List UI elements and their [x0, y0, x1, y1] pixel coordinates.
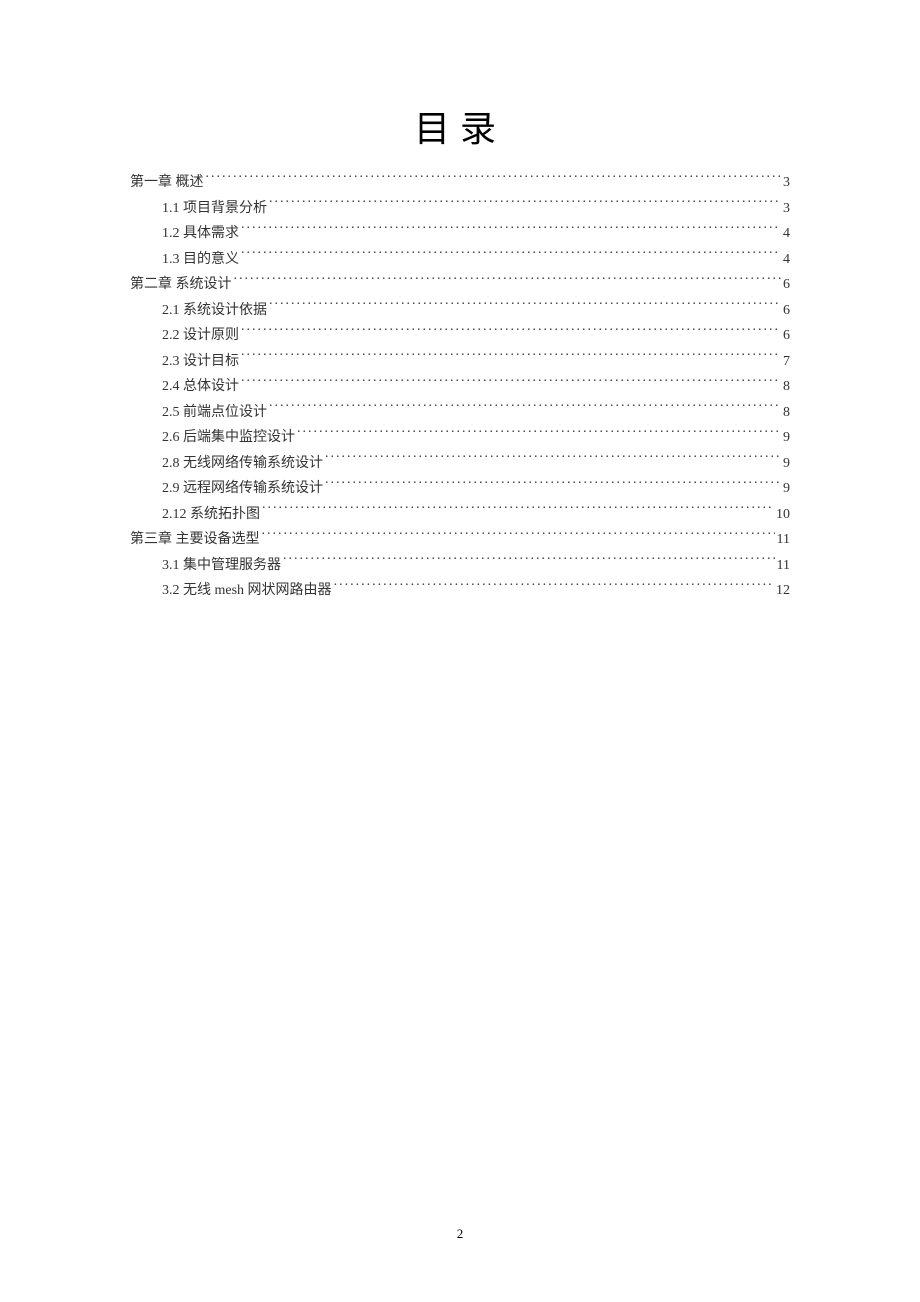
toc-leader-dots	[241, 249, 781, 263]
toc-entry: 2.2 设计原则 6	[130, 323, 790, 349]
toc-entry: 2.3 设计目标 7	[130, 349, 790, 375]
toc-entry-label: 1.1 项目背景分析	[162, 196, 267, 222]
toc-leader-dots	[334, 580, 774, 594]
toc-entry-page: 6	[783, 298, 790, 324]
toc-entry: 2.8 无线网络传输系统设计 9	[130, 451, 790, 477]
toc-leader-dots	[283, 555, 775, 569]
toc-entry-label: 第一章 概述	[130, 170, 204, 196]
toc-entry-page: 11	[777, 553, 790, 579]
toc-entry: 2.12 系统拓扑图 10	[130, 502, 790, 528]
toc-entry-label: 2.8 无线网络传输系统设计	[162, 451, 323, 477]
toc-entry-label: 2.5 前端点位设计	[162, 400, 267, 426]
toc-leader-dots	[234, 274, 782, 288]
toc-title: 目录	[130, 100, 790, 152]
toc-entry-page: 8	[783, 400, 790, 426]
toc-leader-dots	[269, 402, 781, 416]
toc-leader-dots	[262, 504, 774, 518]
toc-entry-label: 2.3 设计目标	[162, 349, 239, 375]
toc-list: 第一章 概述31.1 项目背景分析31.2 具体需求41.3 目的意义4第二章 …	[130, 170, 790, 604]
toc-entry-label: 2.1 系统设计依据	[162, 298, 267, 324]
toc-entry: 2.4 总体设计 8	[130, 374, 790, 400]
toc-entry-page: 8	[783, 374, 790, 400]
toc-entry-page: 4	[783, 221, 790, 247]
toc-entry-page: 12	[776, 578, 790, 604]
toc-entry: 3.1 集中管理服务器 11	[130, 553, 790, 579]
page-number: 2	[0, 1226, 920, 1242]
toc-entry-page: 6	[783, 272, 790, 298]
toc-entry-label: 第三章 主要设备选型	[130, 527, 260, 553]
toc-leader-dots	[325, 453, 781, 467]
toc-leader-dots	[241, 351, 781, 365]
toc-entry-label: 3.1 集中管理服务器	[162, 553, 281, 579]
toc-entry-label: 1.3 目的意义	[162, 247, 239, 273]
toc-entry-page: 4	[783, 247, 790, 273]
toc-leader-dots	[241, 325, 781, 339]
toc-entry: 1.3 目的意义 4	[130, 247, 790, 273]
toc-entry: 第二章 系统设计 6	[130, 272, 790, 298]
toc-leader-dots	[269, 300, 781, 314]
toc-entry-label: 3.2 无线 mesh 网状网路由器	[162, 578, 332, 604]
toc-entry-page: 9	[783, 476, 790, 502]
toc-entry-label: 2.4 总体设计	[162, 374, 239, 400]
toc-entry-label: 第二章 系统设计	[130, 272, 232, 298]
toc-leader-dots	[262, 529, 775, 543]
toc-entry-page: 3	[783, 170, 790, 196]
toc-entry-label: 1.2 具体需求	[162, 221, 239, 247]
toc-entry: 2.9 远程网络传输系统设计 9	[130, 476, 790, 502]
toc-entry: 1.2 具体需求 4	[130, 221, 790, 247]
toc-leader-dots	[206, 172, 782, 186]
toc-entry-page: 10	[776, 502, 790, 528]
toc-entry-label: 2.2 设计原则	[162, 323, 239, 349]
toc-entry: 2.1 系统设计依据 6	[130, 298, 790, 324]
toc-leader-dots	[269, 198, 781, 212]
toc-entry: 2.5 前端点位设计 8	[130, 400, 790, 426]
toc-entry-page: 11	[777, 527, 790, 553]
toc-leader-dots	[241, 376, 781, 390]
toc-entry: 2.6 后端集中监控设计 9	[130, 425, 790, 451]
toc-entry-page: 9	[783, 451, 790, 477]
toc-entry-label: 2.6 后端集中监控设计	[162, 425, 295, 451]
toc-entry: 第三章 主要设备选型 11	[130, 527, 790, 553]
toc-leader-dots	[241, 223, 781, 237]
toc-entry-page: 6	[783, 323, 790, 349]
toc-entry: 第一章 概述 3	[130, 170, 790, 196]
toc-entry-label: 2.12 系统拓扑图	[162, 502, 260, 528]
toc-entry: 1.1 项目背景分析 3	[130, 196, 790, 222]
toc-entry-page: 9	[783, 425, 790, 451]
toc-leader-dots	[297, 427, 781, 441]
toc-leader-dots	[325, 478, 781, 492]
toc-entry-page: 7	[783, 349, 790, 375]
toc-entry: 3.2 无线 mesh 网状网路由器 12	[130, 578, 790, 604]
toc-entry-page: 3	[783, 196, 790, 222]
page-content: 目录 第一章 概述31.1 项目背景分析31.2 具体需求41.3 目的意义4第…	[0, 0, 920, 604]
toc-entry-label: 2.9 远程网络传输系统设计	[162, 476, 323, 502]
